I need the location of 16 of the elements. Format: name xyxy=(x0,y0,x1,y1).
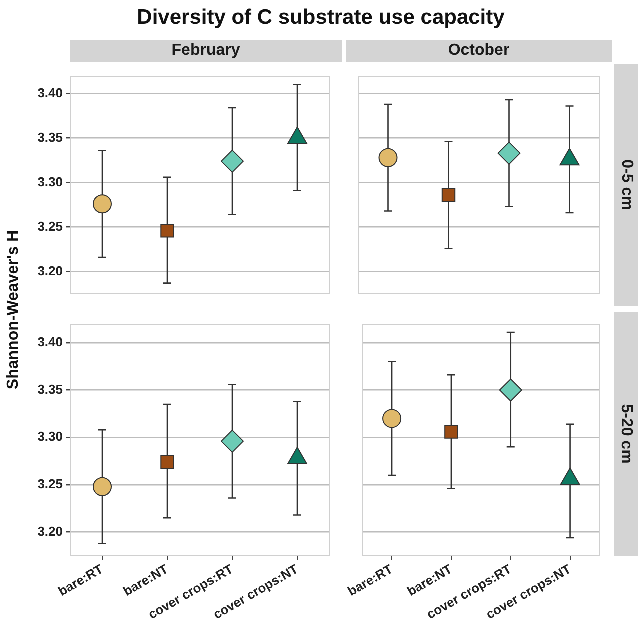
y-tick-label: 3.20 xyxy=(38,263,63,278)
y-axis-title: Shannon-Weaver's H xyxy=(4,229,23,392)
y-tick-label: 3.30 xyxy=(38,174,63,190)
y-tick-label: 3.35 xyxy=(38,382,63,397)
y-tick-label: 3.20 xyxy=(38,524,63,539)
y-tick-label: 3.40 xyxy=(38,85,63,100)
y2-axis-title: 0-5 cm xyxy=(617,160,636,210)
chart-subtitle: October xyxy=(346,40,612,62)
y2-axis-title: 5-20 cm xyxy=(617,404,635,464)
y-tick-label: 3.25 xyxy=(38,218,63,234)
y-tick-label: 3.30 xyxy=(38,429,63,444)
y-tick-label: 3.40 xyxy=(38,334,63,350)
y-tick-label: 3.25 xyxy=(38,476,63,492)
y-tick-label: 3.35 xyxy=(38,130,63,145)
chart-subtitle: February xyxy=(70,40,342,62)
chart-title: Diversity of C substrate use capacity xyxy=(136,6,506,30)
